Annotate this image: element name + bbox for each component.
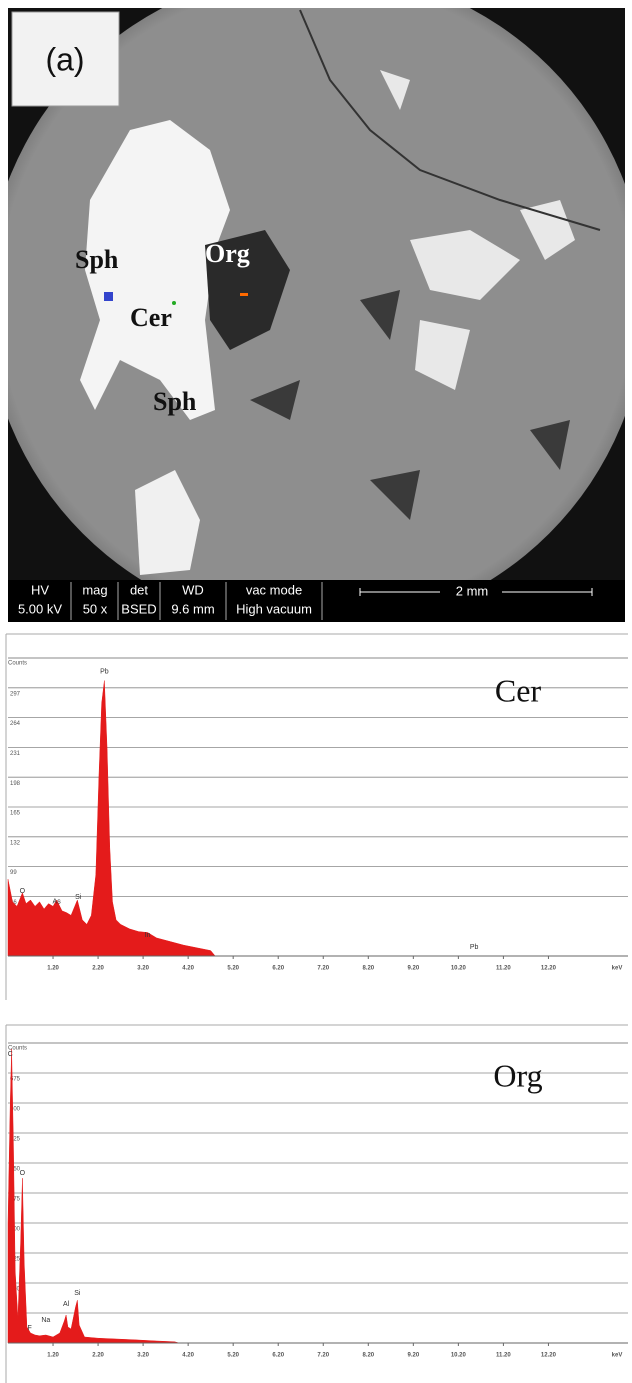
- x-tick-label: 6.20: [272, 966, 284, 972]
- panel-label: (a): [45, 41, 84, 77]
- x-tick-label: 10.20: [451, 1353, 467, 1359]
- x-tick-label: 3.20: [137, 1353, 149, 1359]
- spectrum-title: Org: [493, 1057, 542, 1093]
- x-tick-label: 5.20: [227, 966, 239, 972]
- peak-label: Pb: [470, 944, 479, 951]
- x-axis-label: keV: [612, 966, 623, 972]
- sem-image: (a) Sph Org Cer Sph HV mag det WD vac mo…: [0, 0, 632, 630]
- y-tick-label: 198: [10, 781, 21, 787]
- phase-label: Sph: [153, 387, 197, 416]
- y-tick-label: 297: [10, 691, 21, 697]
- info-header: HV: [31, 582, 49, 597]
- x-axis-label: keV: [612, 1353, 623, 1359]
- peak-label: Si: [75, 894, 82, 901]
- x-tick-label: 7.20: [317, 1353, 329, 1359]
- x-tick-label: 2.20: [92, 1353, 104, 1359]
- y-tick-label: 231: [10, 751, 21, 757]
- info-bar: HV mag det WD vac mode 5.00 kV 50 x BSED…: [8, 580, 625, 622]
- peak-label: O: [20, 1170, 26, 1177]
- y-tick-label: 99: [10, 870, 17, 876]
- x-tick-label: 9.20: [407, 1353, 419, 1359]
- spectrum-title: Cer: [495, 672, 542, 708]
- x-tick-label: 5.20: [227, 1353, 239, 1359]
- x-tick-label: 3.20: [137, 966, 149, 972]
- scale-bar-label: 2 mm: [456, 583, 489, 598]
- spectrum: [8, 681, 215, 956]
- x-tick-label: 9.20: [407, 966, 419, 972]
- x-tick-label: 4.20: [182, 966, 194, 972]
- x-tick-label: 12.20: [541, 966, 557, 972]
- phase-label: Org: [205, 239, 250, 268]
- y-tick-label: 165: [10, 811, 21, 817]
- x-tick-label: 8.20: [362, 966, 374, 972]
- y-tick-label: 132: [10, 840, 21, 846]
- spectrum: [8, 1049, 179, 1343]
- x-tick-label: 12.20: [541, 1353, 557, 1359]
- x-tick-label: 4.20: [182, 1353, 194, 1359]
- peak-label: F: [27, 1325, 31, 1332]
- info-header: vac mode: [246, 582, 302, 597]
- y-tick-label: 264: [10, 721, 21, 727]
- info-header: det: [130, 582, 148, 597]
- x-tick-label: 7.20: [317, 966, 329, 972]
- x-tick-label: 11.20: [496, 1353, 511, 1359]
- x-tick-label: 1.20: [47, 966, 59, 972]
- peak-label: O: [20, 888, 26, 895]
- info-value: 50 x: [83, 601, 108, 616]
- x-tick-label: 10.20: [451, 966, 467, 972]
- x-tick-label: 6.20: [272, 1353, 284, 1359]
- info-value: BSED: [121, 601, 156, 616]
- info-header: mag: [82, 582, 107, 597]
- peak-label: Na: [41, 1317, 50, 1324]
- peak-label: Pb: [100, 668, 109, 675]
- info-value: 5.00 kV: [18, 601, 62, 616]
- figure: (a) Sph Org Cer Sph HV mag det WD vac mo…: [0, 0, 632, 1383]
- phase-label: Cer: [130, 303, 172, 332]
- x-tick-label: 1.20: [47, 1353, 59, 1359]
- info-value: High vacuum: [236, 601, 312, 616]
- x-tick-label: 8.20: [362, 1353, 374, 1359]
- peak-label: Si: [74, 1290, 81, 1297]
- info-value: 9.6 mm: [171, 601, 214, 616]
- peak-label: Al: [63, 1301, 70, 1308]
- info-header: WD: [182, 582, 204, 597]
- x-tick-label: 2.20: [92, 966, 104, 972]
- x-tick-label: 11.20: [496, 966, 511, 972]
- y-axis-label: Counts: [8, 661, 27, 667]
- peak-label: C: [8, 1051, 13, 1058]
- peak-label: As: [53, 899, 62, 906]
- phase-label: Sph: [75, 245, 119, 274]
- peak-label: In: [145, 932, 151, 939]
